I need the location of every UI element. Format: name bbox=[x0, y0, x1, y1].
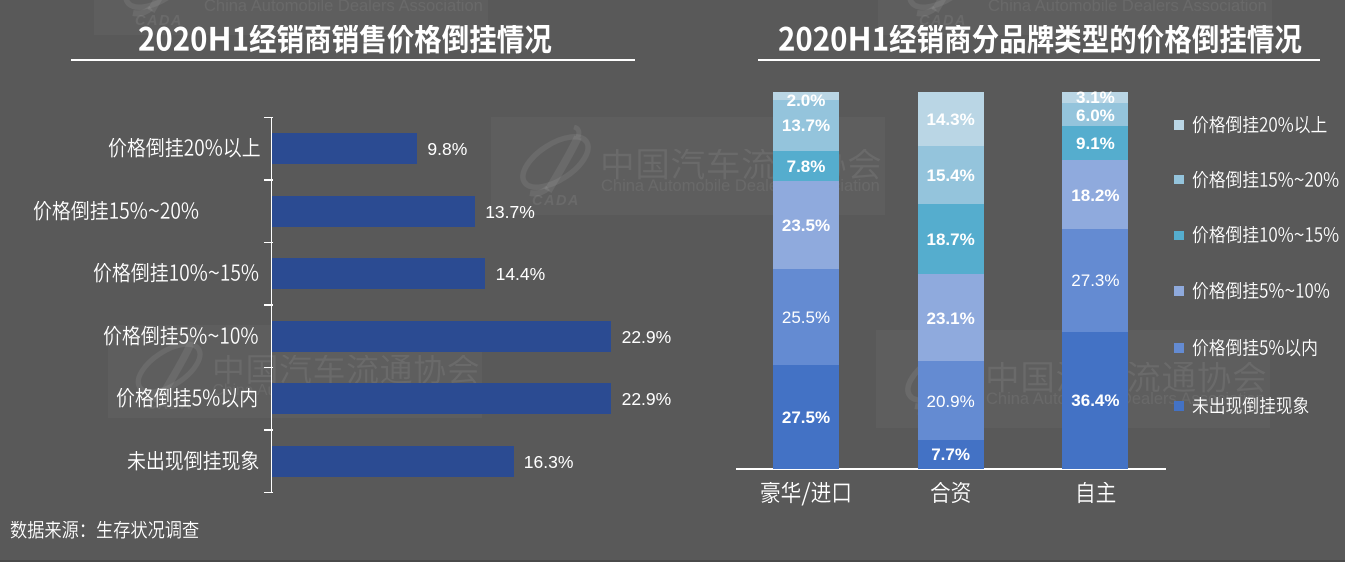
svg-text:CADA: CADA bbox=[147, 396, 192, 411]
svg-text:CADA: CADA bbox=[532, 193, 580, 209]
svg-text:CADA: CADA bbox=[135, 13, 183, 29]
